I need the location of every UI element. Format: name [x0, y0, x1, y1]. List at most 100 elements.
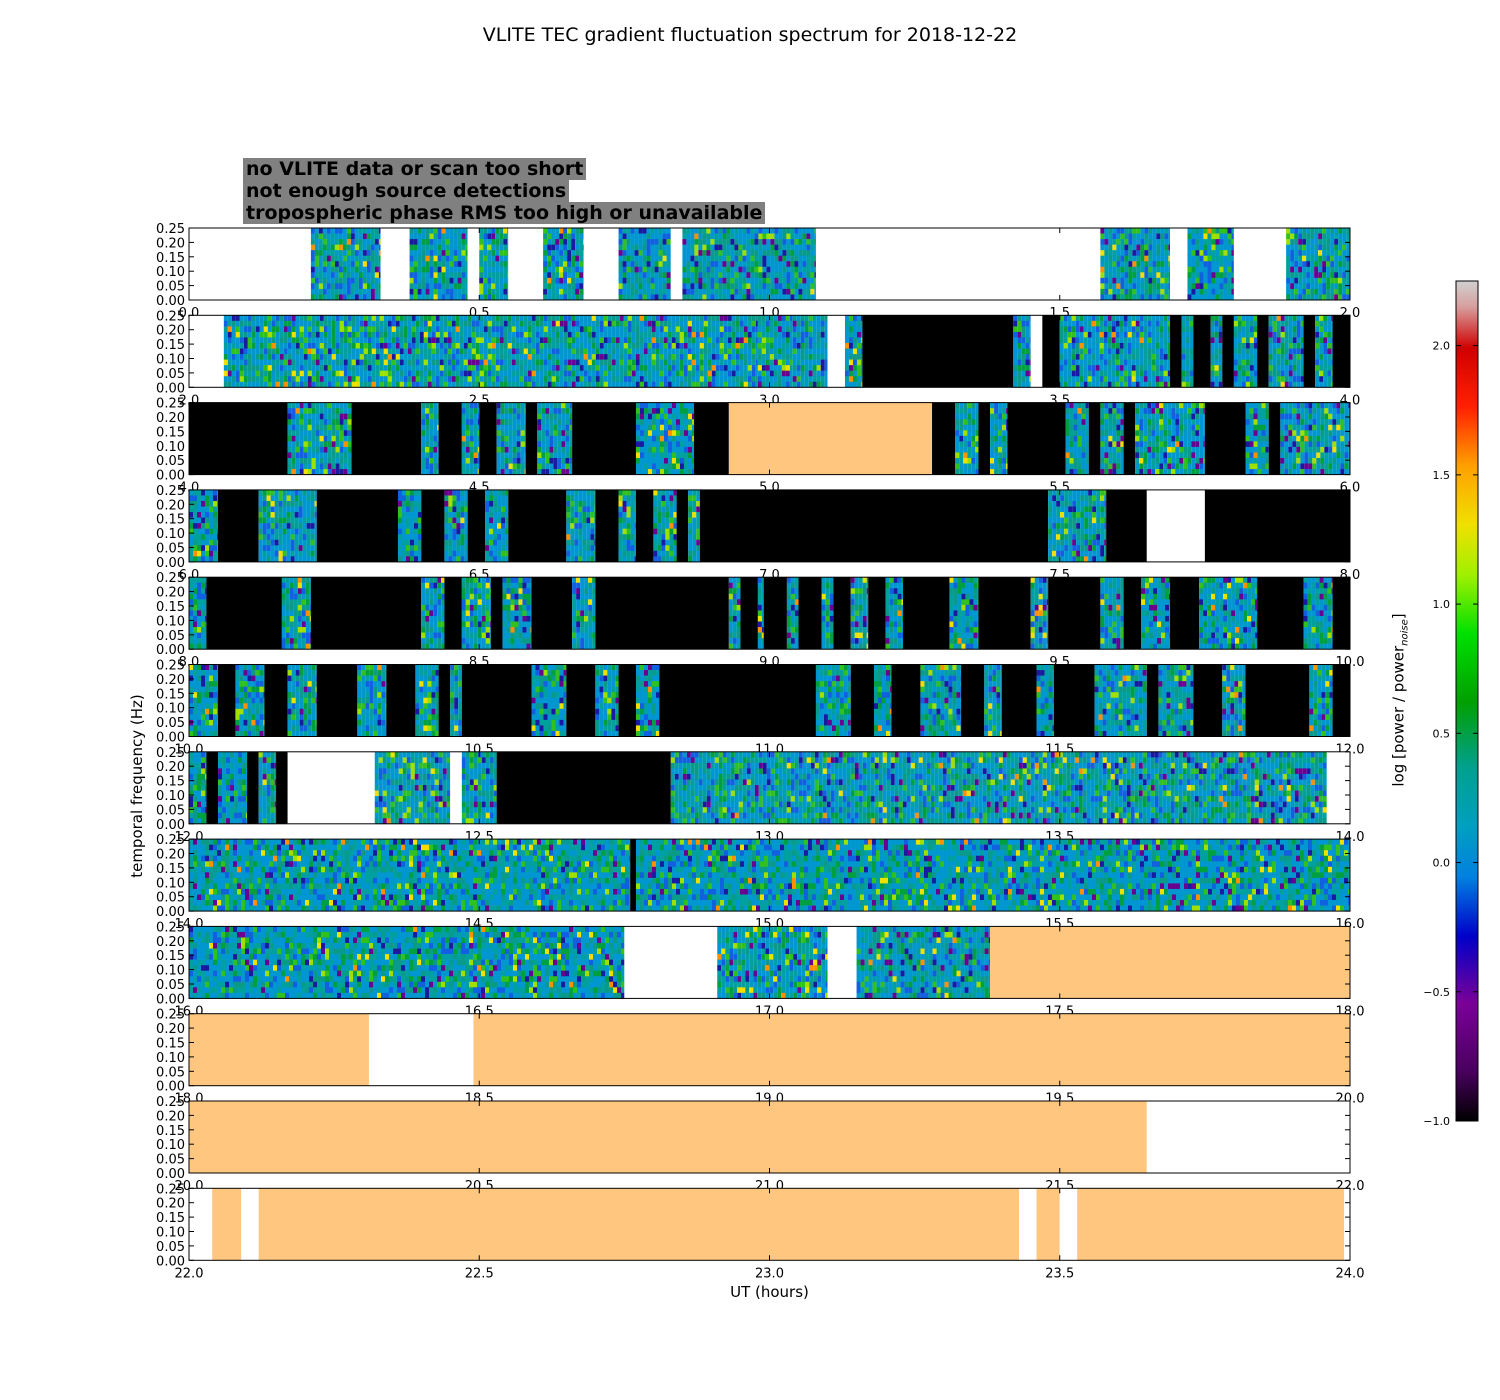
- spectrum-cell: [1063, 359, 1068, 366]
- spectrum-cell: [1103, 381, 1108, 388]
- spectrum-cell: [439, 342, 444, 349]
- spectrum-cell: [719, 326, 724, 333]
- spectrum-cell: [798, 233, 803, 240]
- spectrum-cell: [1280, 370, 1285, 377]
- spectrum-cell: [363, 320, 368, 327]
- spectrum-cell: [291, 342, 296, 349]
- spectrum-cell: [223, 354, 228, 360]
- spectrum-cell: [781, 342, 786, 349]
- spectrum-cell: [808, 354, 813, 360]
- spectrum-cell: [631, 331, 636, 338]
- spectrum-cell: [279, 354, 284, 360]
- spectrum-cell: [455, 348, 460, 355]
- spectrum-cell: [1063, 320, 1068, 327]
- spectrum-cell: [757, 359, 762, 366]
- spectrum-cell: [327, 320, 332, 327]
- spectrum-cell: [792, 331, 797, 338]
- spectrum-cell: [447, 365, 452, 371]
- spectrum-cell: [395, 376, 400, 383]
- spectrum-cell: [777, 381, 782, 388]
- spectrum-cell: [423, 354, 428, 360]
- spectrum-cell: [683, 320, 688, 327]
- spectrum-cell: [447, 337, 452, 344]
- spectrum-block: [1100, 228, 1171, 301]
- spectrum-cell: [567, 272, 572, 279]
- spectrum-cell: [778, 250, 783, 256]
- spectrum-cell: [734, 277, 739, 284]
- spectrum-cell: [423, 365, 428, 371]
- spectrum-cell: [303, 326, 308, 333]
- spectrum-cell: [770, 277, 775, 284]
- spectrum-cell: [719, 376, 724, 383]
- spectrum-cell: [327, 381, 332, 388]
- spectrum-cell: [639, 348, 644, 355]
- spectrum-cell: [487, 381, 492, 388]
- spectrum-cell: [243, 320, 248, 327]
- spectrum-cell: [431, 326, 436, 333]
- spectrum-cell: [626, 294, 631, 301]
- spectrum-cell: [507, 331, 512, 338]
- spectrum-cell: [275, 337, 280, 344]
- spectrum-cell: [1135, 370, 1140, 377]
- spectrum-cell: [327, 376, 332, 383]
- spectrum-cell: [227, 376, 232, 383]
- spectrum-cell: [714, 244, 719, 251]
- spectrum-cell: [507, 239, 509, 245]
- spectrum-cell: [1013, 326, 1018, 333]
- spectrum-cell: [417, 244, 422, 251]
- spectrum-cell: [423, 370, 428, 377]
- spectrum-cell: [715, 348, 720, 355]
- spectrum-cell: [1119, 326, 1124, 333]
- spectrum-cell: [643, 315, 648, 322]
- spectrum-cell: [1199, 255, 1204, 262]
- spectrum-cell: [1342, 244, 1347, 251]
- legend-not-enough-detections: not enough source detections: [243, 180, 570, 202]
- spectrum-cell: [335, 320, 340, 327]
- spectrum-cell: [1231, 283, 1234, 290]
- spectrum-cell: [679, 354, 684, 360]
- spectrum-cell: [338, 277, 343, 284]
- spectrum-cell: [1083, 359, 1088, 366]
- spectrum-cell: [407, 376, 412, 383]
- spectrum-cell: [770, 272, 775, 279]
- spectrum-cell: [654, 255, 659, 262]
- spectrum-cell: [483, 266, 488, 273]
- spectrum-cell: [718, 250, 723, 256]
- spectrum-cell: [1111, 370, 1116, 377]
- spectrum-cell: [1288, 337, 1293, 344]
- spectrum-cell: [487, 376, 492, 383]
- spectrum-cell: [663, 359, 668, 366]
- spectrum-cell: [618, 266, 623, 273]
- spectrum-cell: [311, 370, 316, 377]
- spectrum-cell: [623, 376, 628, 383]
- spectrum-cell: [820, 365, 825, 371]
- spectrum-cell: [303, 331, 308, 338]
- spectrum-cell: [1124, 294, 1129, 301]
- spectrum-cell: [339, 359, 344, 366]
- spectrum-cell: [1140, 261, 1145, 268]
- spectrum-cell: [255, 381, 260, 388]
- spectrum-cell: [455, 331, 460, 338]
- spectrum-cell: [706, 255, 711, 262]
- spectrum-cell: [1298, 239, 1303, 245]
- spectrum-cell: [781, 326, 786, 333]
- spectrum-cell: [1167, 348, 1171, 355]
- spectrum-cell: [663, 342, 668, 349]
- spectrum-cell: [259, 348, 264, 355]
- spectrum-cell: [1021, 348, 1026, 355]
- spectrum-block: [310, 228, 381, 301]
- spectrum-cell: [247, 381, 252, 388]
- spectrum-cell: [511, 348, 516, 355]
- spectrum-cell: [758, 288, 763, 295]
- spectrum-cell: [638, 277, 643, 284]
- spectrum-cell: [743, 320, 748, 327]
- spectrum-cell: [1091, 320, 1096, 327]
- spectrum-cell: [1331, 342, 1333, 349]
- spectrum-cell: [1144, 250, 1149, 256]
- spectrum-cell: [567, 288, 572, 295]
- spectrum-cell: [1148, 288, 1153, 295]
- spectrum-cell: [491, 381, 496, 388]
- spectrum-cell: [782, 255, 787, 262]
- spectrum-cell: [781, 337, 786, 344]
- spectrum-cell: [666, 244, 671, 251]
